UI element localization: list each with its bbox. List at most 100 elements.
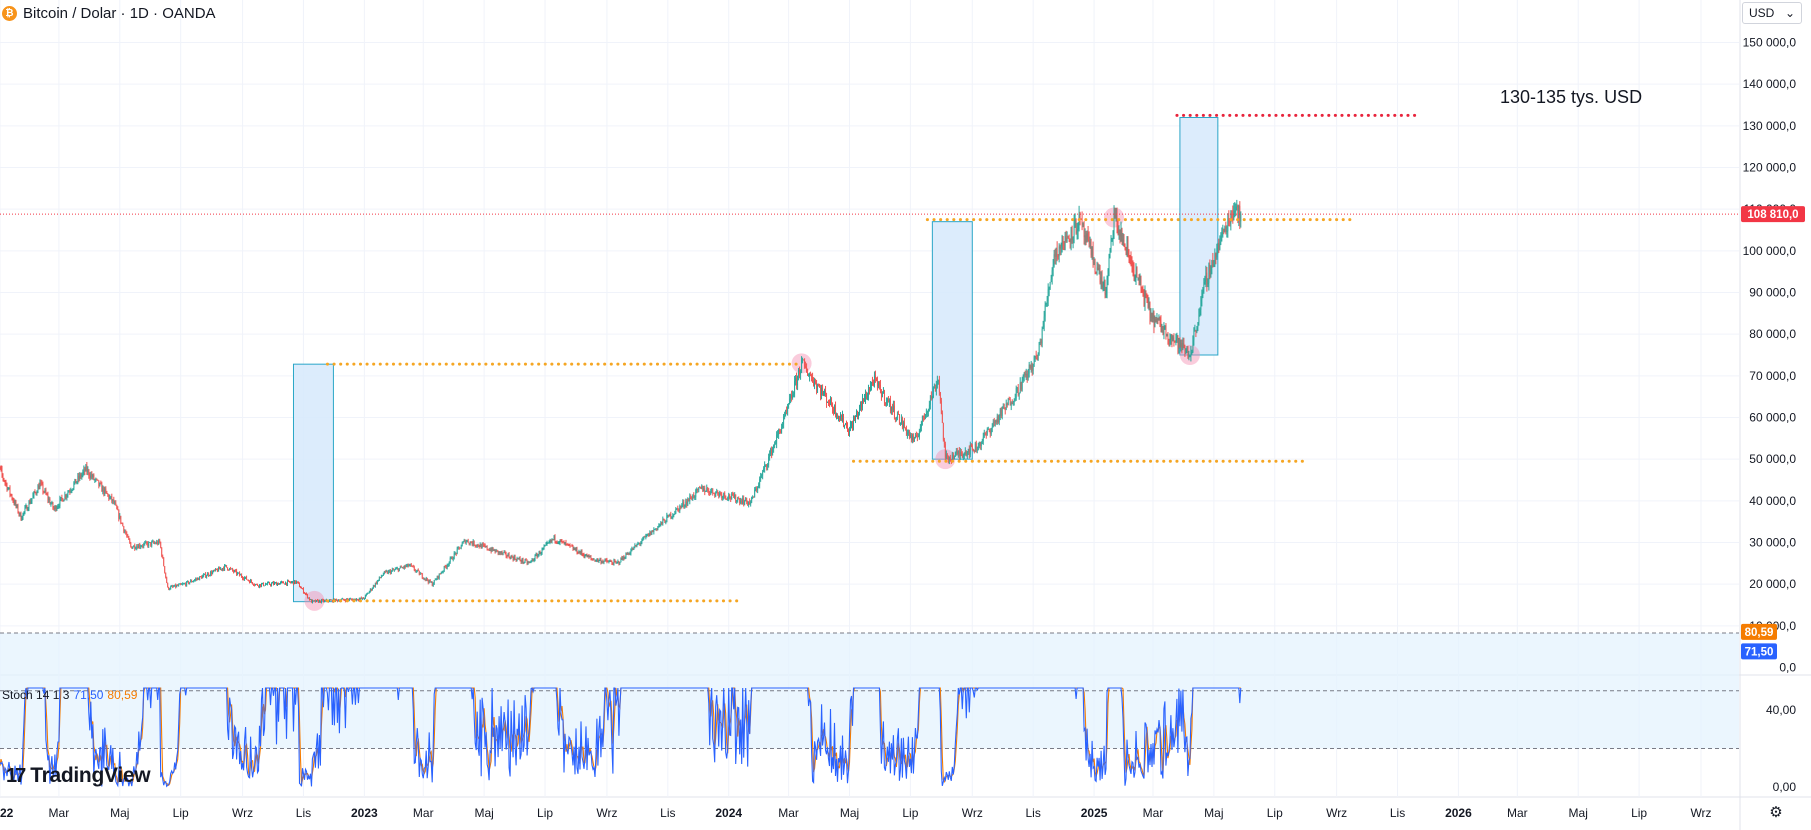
- settings-gear-icon[interactable]: ⚙: [1769, 804, 1783, 821]
- candle-body: [25, 505, 27, 508]
- candle-body: [147, 543, 149, 547]
- candle-body: [847, 425, 848, 432]
- candle-body: [178, 584, 180, 586]
- candle-body: [1049, 282, 1051, 289]
- candle-body: [210, 571, 212, 576]
- candle-body: [699, 487, 701, 489]
- candle-body: [1032, 363, 1034, 371]
- candle-body: [1220, 235, 1222, 242]
- candle-body: [342, 598, 344, 600]
- candle-body: [631, 548, 633, 551]
- candle-body: [596, 558, 598, 561]
- candle-body: [144, 542, 146, 544]
- tradingview-logo-text: TradingView: [30, 764, 151, 787]
- candle-body: [296, 581, 297, 584]
- candle-body: [444, 566, 446, 567]
- candle-body: [219, 567, 221, 570]
- candle-body: [1215, 253, 1217, 258]
- candle-body: [933, 387, 935, 388]
- candle-body: [213, 570, 215, 572]
- candle-body: [314, 600, 315, 602]
- candle-body: [1055, 248, 1057, 257]
- symbol-title[interactable]: Bitcoin / Dolar · 1D · OANDA: [23, 4, 216, 22]
- candle-body: [587, 555, 589, 558]
- candle-body: [976, 449, 978, 451]
- candle-body: [757, 486, 759, 491]
- candle-body: [289, 580, 290, 583]
- candle-body: [549, 540, 551, 543]
- candle-body: [567, 543, 569, 545]
- candle-body: [928, 404, 930, 410]
- candle-body: [190, 580, 192, 583]
- candle-body: [700, 487, 702, 489]
- candle-body: [738, 498, 740, 500]
- candle-body: [305, 593, 306, 595]
- candle-body: [640, 542, 642, 544]
- candle-body: [580, 551, 582, 554]
- y-tick-label: 30 000,0: [1749, 536, 1796, 550]
- candle-body: [929, 396, 931, 405]
- candle-body: [876, 377, 877, 382]
- candle-body: [201, 576, 203, 579]
- candle-body: [728, 494, 730, 499]
- candle-body: [38, 485, 40, 490]
- candle-body: [21, 518, 23, 521]
- stoch-legend[interactable]: Stoch 14 1 3 71,50 80,59: [2, 688, 137, 702]
- candle-body: [1192, 340, 1194, 352]
- currency-select[interactable]: USD ⌄: [1742, 2, 1802, 24]
- candle-body: [53, 507, 55, 510]
- candle-body: [664, 520, 666, 523]
- candle-body: [1, 469, 3, 475]
- candle-body: [677, 508, 679, 510]
- candle-body: [701, 485, 703, 489]
- candle-body: [439, 573, 441, 575]
- candle-body: [530, 560, 532, 562]
- candle-body: [996, 416, 998, 423]
- x-tick-label: Lis: [1390, 806, 1405, 820]
- x-tick-label: Lip: [902, 806, 918, 820]
- candle-body: [684, 505, 686, 507]
- candle-body: [309, 597, 310, 600]
- candle-body: [456, 548, 458, 554]
- stoch-tick-label: 40,00: [1766, 703, 1796, 717]
- candle-body: [1001, 407, 1003, 416]
- candle-body: [137, 546, 139, 549]
- candle-body: [615, 561, 617, 563]
- candle-body: [537, 554, 539, 558]
- candle-body: [865, 393, 866, 399]
- candle-body: [251, 580, 252, 583]
- candle-body: [460, 546, 462, 549]
- candle-body: [286, 582, 287, 585]
- candle-body: [802, 359, 803, 361]
- candle-body: [465, 541, 467, 544]
- candle-body: [1237, 205, 1239, 219]
- candle-body: [627, 553, 629, 555]
- symbol-header: ₿ Bitcoin / Dolar · 1D · OANDA: [0, 0, 216, 26]
- candle-body: [1176, 335, 1178, 339]
- candle-body: [974, 443, 976, 452]
- candle-body: [44, 490, 46, 493]
- candle-body: [155, 543, 157, 544]
- candle-body: [833, 409, 834, 413]
- y-tick-label: 140 000,0: [1743, 77, 1797, 91]
- candle-body: [1236, 205, 1238, 207]
- candle-body: [1089, 241, 1091, 244]
- candle-body: [967, 449, 969, 453]
- candle-body: [1039, 341, 1041, 343]
- candle-body: [1057, 256, 1059, 258]
- candle-body: [496, 549, 498, 551]
- candle-body: [371, 588, 373, 591]
- candle-body: [737, 498, 739, 501]
- candle-body: [1213, 265, 1215, 267]
- tradingview-logo[interactable]: 17 TradingView: [6, 764, 151, 788]
- candle-body: [856, 413, 857, 417]
- candle-body: [879, 381, 880, 386]
- candle-body: [1168, 339, 1170, 341]
- candle-body: [30, 500, 32, 504]
- candle-body: [900, 423, 901, 425]
- candle-body: [14, 501, 16, 504]
- candle-body: [336, 598, 337, 600]
- candle-body: [965, 451, 967, 456]
- candle-body: [1038, 342, 1040, 354]
